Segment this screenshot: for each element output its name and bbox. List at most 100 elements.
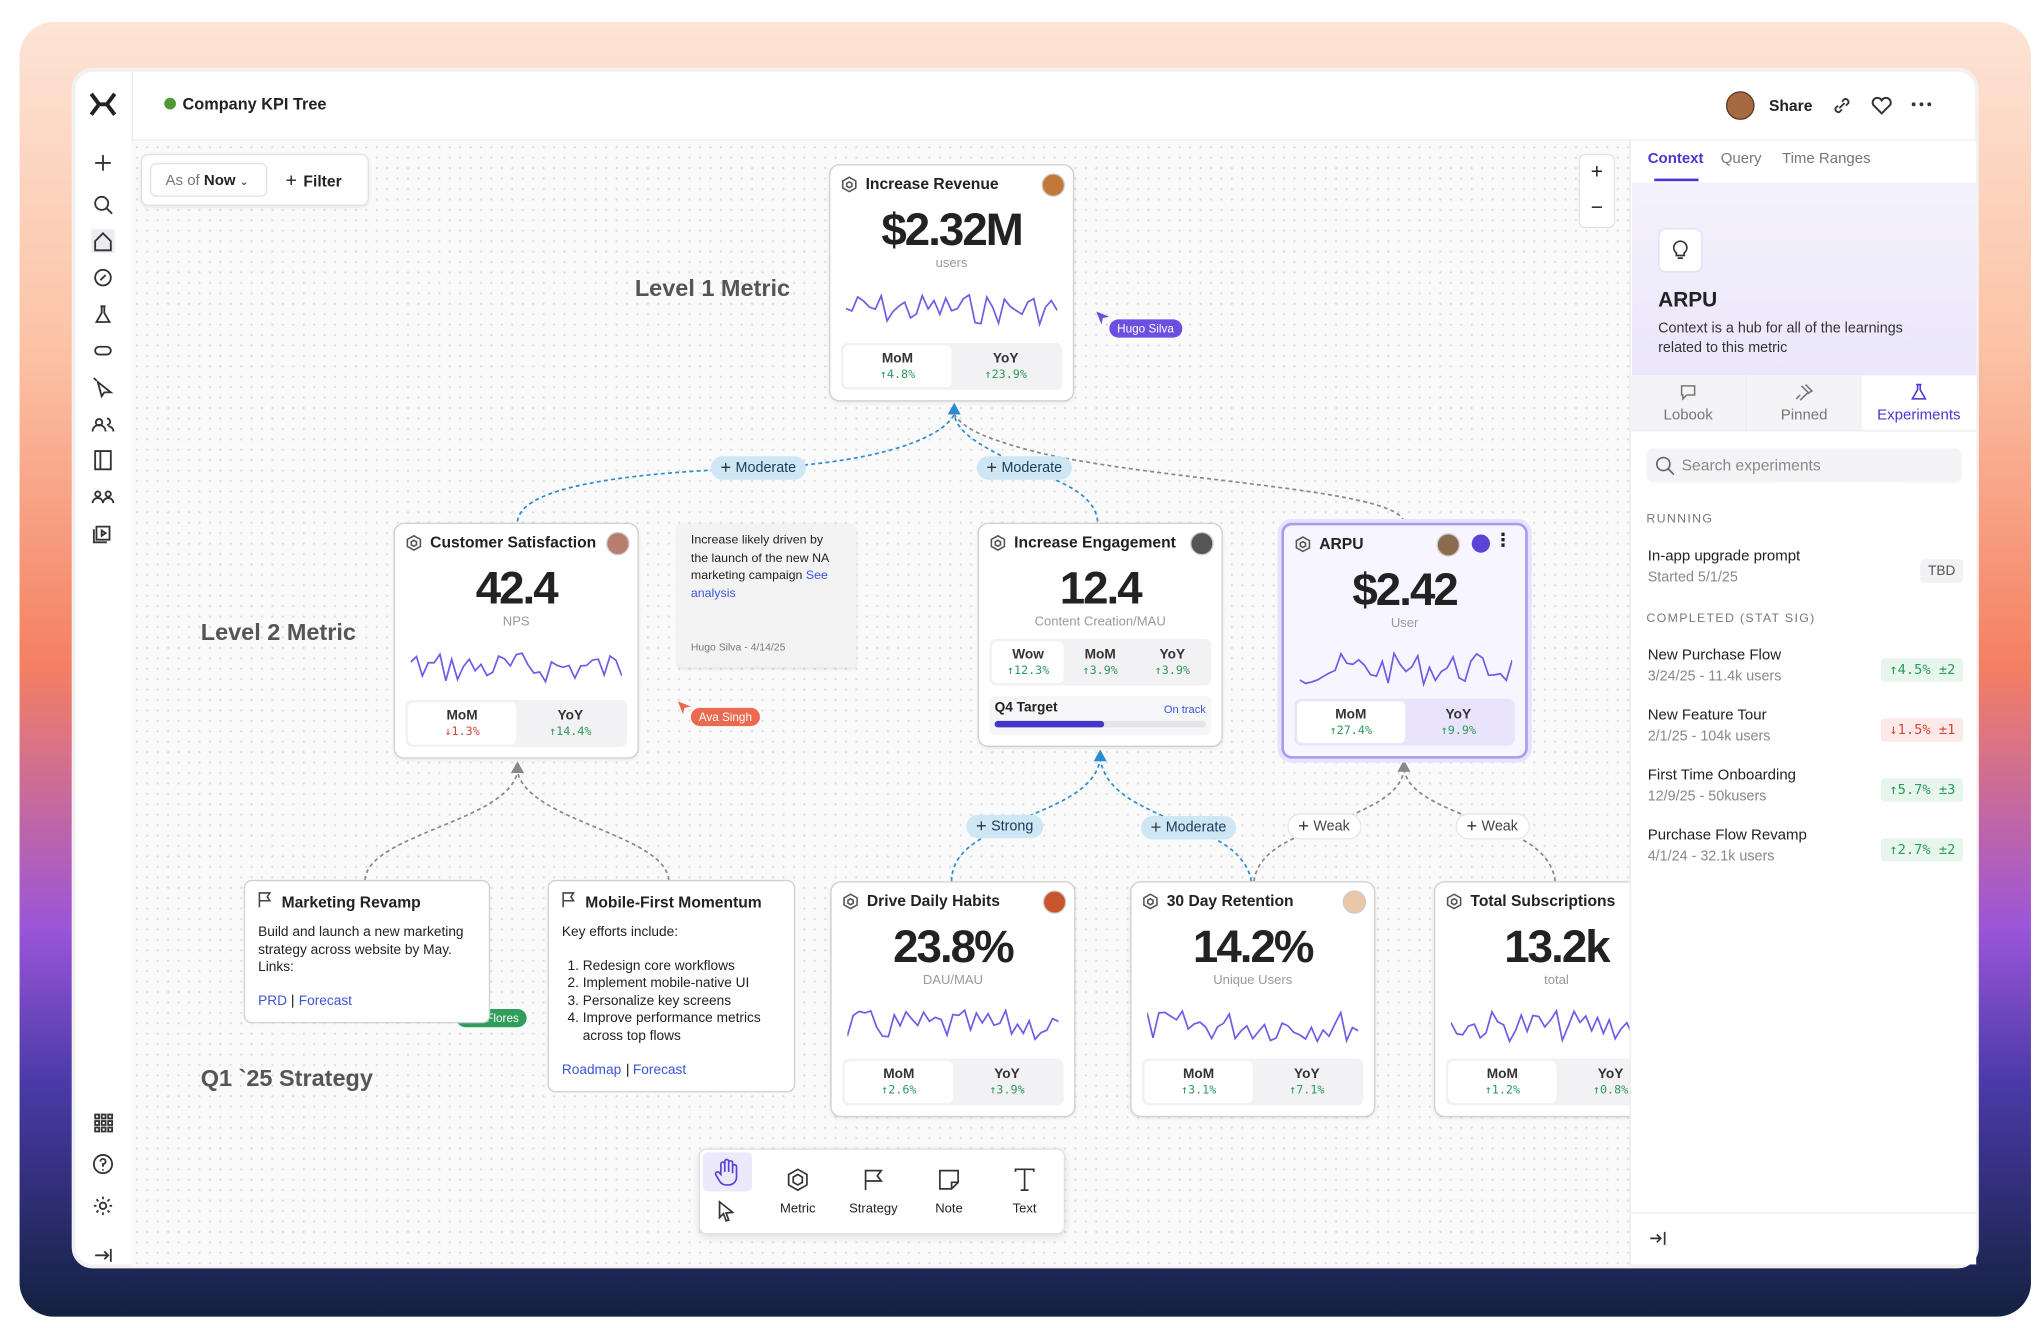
stat: YoY ↑3.9% — [1136, 641, 1208, 683]
icon-shape — [1096, 311, 1110, 325]
subtab[interactable]: Lobook — [1630, 375, 1746, 431]
plus-icon — [987, 462, 997, 472]
list-item: Personalize key screens — [583, 993, 781, 1011]
metric-title: 30 Day Retention — [1166, 891, 1294, 910]
share-button[interactable]: Share — [1768, 96, 1813, 115]
tool[interactable]: Text — [999, 1168, 1051, 1216]
edge-label[interactable]: Moderate — [710, 456, 807, 480]
nav-icon[interactable] — [91, 521, 114, 544]
nav-icon[interactable] — [91, 1111, 114, 1134]
link-button[interactable] — [1832, 95, 1853, 116]
nav-icon[interactable] — [91, 485, 115, 508]
separator — [626, 1063, 628, 1078]
sparkline-path — [846, 293, 1058, 328]
panel-tab[interactable]: Time Ranges — [1781, 151, 1871, 167]
nav-icon[interactable] — [91, 412, 115, 435]
nav-icon[interactable] — [91, 375, 114, 399]
flag-icon — [258, 892, 272, 908]
context-description: Context is a hub for all of the learning… — [1658, 320, 1903, 356]
nav-icon[interactable] — [91, 193, 114, 216]
metric-unit: Content Creation/MAU — [1034, 615, 1166, 630]
list-item: Redesign core workflows — [583, 957, 781, 975]
nav-icon[interactable] — [91, 151, 114, 174]
subtab[interactable]: Pinned — [1745, 375, 1862, 431]
hand-tool[interactable] — [702, 1152, 753, 1192]
metric-icon — [990, 534, 1006, 552]
edge-label[interactable]: Weak — [1287, 813, 1362, 840]
experiment[interactable]: Purchase Flow Revamp 4/1/24 - 32.1k users… — [1648, 828, 1964, 864]
collapse-icon[interactable] — [1649, 1229, 1667, 1247]
strategy-card[interactable]: Marketing Revamp Build and launch a new m… — [243, 879, 491, 1024]
subtab-label: Experiments — [1877, 408, 1961, 424]
experiment[interactable]: In-app upgrade prompt Started 5/1/25 TBD — [1647, 549, 1964, 586]
links: PRD Forecast — [258, 993, 352, 1009]
edge-strength: Moderate — [735, 460, 797, 476]
metric-card[interactable]: Total Subscriptions 13.2k total MoM ↑1.2% YoY… — [1433, 881, 1630, 1118]
metric-icon — [1295, 536, 1311, 553]
tool[interactable]: Note — [923, 1168, 975, 1216]
nav-icon[interactable] — [91, 1152, 114, 1175]
metric-card[interactable]: 30 Day Retention 14.2% Unique Users MoM ↑3.1… — [1130, 881, 1376, 1118]
subtab[interactable]: Experiments — [1860, 375, 1977, 431]
stat-label: YoY — [1294, 1066, 1320, 1082]
edge-label[interactable]: Moderate — [976, 456, 1073, 480]
sparkline-path — [1147, 1009, 1359, 1044]
zoom-controls[interactable]: + − — [1578, 153, 1616, 229]
panel-tab[interactable]: Query — [1720, 151, 1762, 167]
metric-card[interactable]: Increase Engagement 12.4 Content Creation/… — [977, 522, 1223, 747]
favorite-button[interactable] — [1871, 95, 1893, 116]
note-link[interactable]: See analysis — [690, 568, 828, 601]
list-item: Improve performance metrics across top f… — [583, 1010, 781, 1045]
strategy-card[interactable]: Mobile-First Momentum Key efforts include… — [547, 879, 796, 1093]
edge — [364, 771, 519, 880]
tool[interactable]: Strategy — [847, 1168, 899, 1216]
nav-icon[interactable] — [91, 302, 114, 325]
experiment[interactable]: New Feature Tour 2/1/25 - 104k users ↓1.5%… — [1648, 708, 1964, 744]
metric-card[interactable]: Drive Daily Habits 23.8% DAU/MAU MoM ↑2.6% Yo… — [830, 881, 1076, 1118]
sparkline — [1299, 650, 1513, 688]
target-label: Q4 Target — [994, 700, 1058, 716]
more-button[interactable] — [1911, 100, 1932, 108]
metric-card[interactable]: Increase Revenue $2.32M users MoM ↑4.8% YoY ↑2… — [829, 164, 1075, 402]
edge-label[interactable]: Weak — [1455, 813, 1530, 840]
icon-shape — [677, 701, 691, 715]
metric-card[interactable]: Customer Satisfaction 42.4 NPS MoM ↓1.3% YoY ↑… — [393, 522, 639, 759]
edge-label[interactable]: Strong — [966, 814, 1044, 839]
card-menu[interactable]: ⋮ — [1493, 529, 1513, 551]
nav-icon[interactable] — [91, 1194, 114, 1217]
edge-label[interactable]: Moderate — [1140, 816, 1237, 840]
panel-tab[interactable]: Context — [1647, 151, 1704, 167]
as-of-dropdown[interactable]: As of Now ⌄ — [149, 162, 268, 197]
filter-button[interactable]: + Filter — [285, 169, 342, 192]
experiment[interactable]: New Purchase Flow 3/24/25 - 11.4k users ↑4… — [1647, 648, 1964, 685]
tool[interactable]: Metric — [772, 1168, 824, 1216]
link[interactable]: Roadmap — [561, 1062, 622, 1079]
experiment-meta: 3/24/25 - 11.4k users — [1647, 668, 1782, 685]
sparkline — [846, 293, 1058, 328]
stats: MoM ↑27.4% YoY ↑9.9% — [1294, 698, 1515, 746]
level-label: Level 2 Metric — [200, 619, 356, 646]
metric-card[interactable]: ARPU ⋮ $2.42 User MoM ↑27.4% YoY ↑9.9% — [1281, 522, 1528, 759]
tool-bar: Metric Strategy Note Text — [698, 1148, 1066, 1235]
link[interactable]: Forecast — [298, 993, 353, 1009]
list-item: Implement mobile-native UI — [583, 975, 781, 993]
nav-icon[interactable] — [91, 266, 114, 289]
nav-icon[interactable] — [91, 229, 115, 253]
link[interactable]: PRD — [258, 993, 288, 1009]
stat: MoM ↑3.1% — [1144, 1061, 1253, 1103]
experiment[interactable]: First Time Onboarding 12/9/25 - 50kusers ↑… — [1648, 768, 1964, 804]
metric-value: $2.42 — [1352, 564, 1458, 616]
context-title: ARPU — [1658, 289, 1718, 312]
nav-icon[interactable] — [91, 1244, 114, 1267]
experiment-meta: Started 5/1/25 — [1647, 569, 1738, 586]
link[interactable]: Forecast — [632, 1062, 687, 1079]
metric-unit: User — [1390, 616, 1419, 631]
icon-shape — [92, 1154, 114, 1175]
nav-icon[interactable] — [91, 448, 114, 471]
metric-title: ARPU — [1319, 534, 1364, 553]
search-box[interactable]: Search experiments — [1646, 448, 1962, 483]
icon-shape — [406, 534, 422, 552]
subtab-icon — [1795, 384, 1814, 401]
select-tool[interactable] — [716, 1199, 737, 1222]
nav-icon[interactable] — [91, 339, 114, 362]
